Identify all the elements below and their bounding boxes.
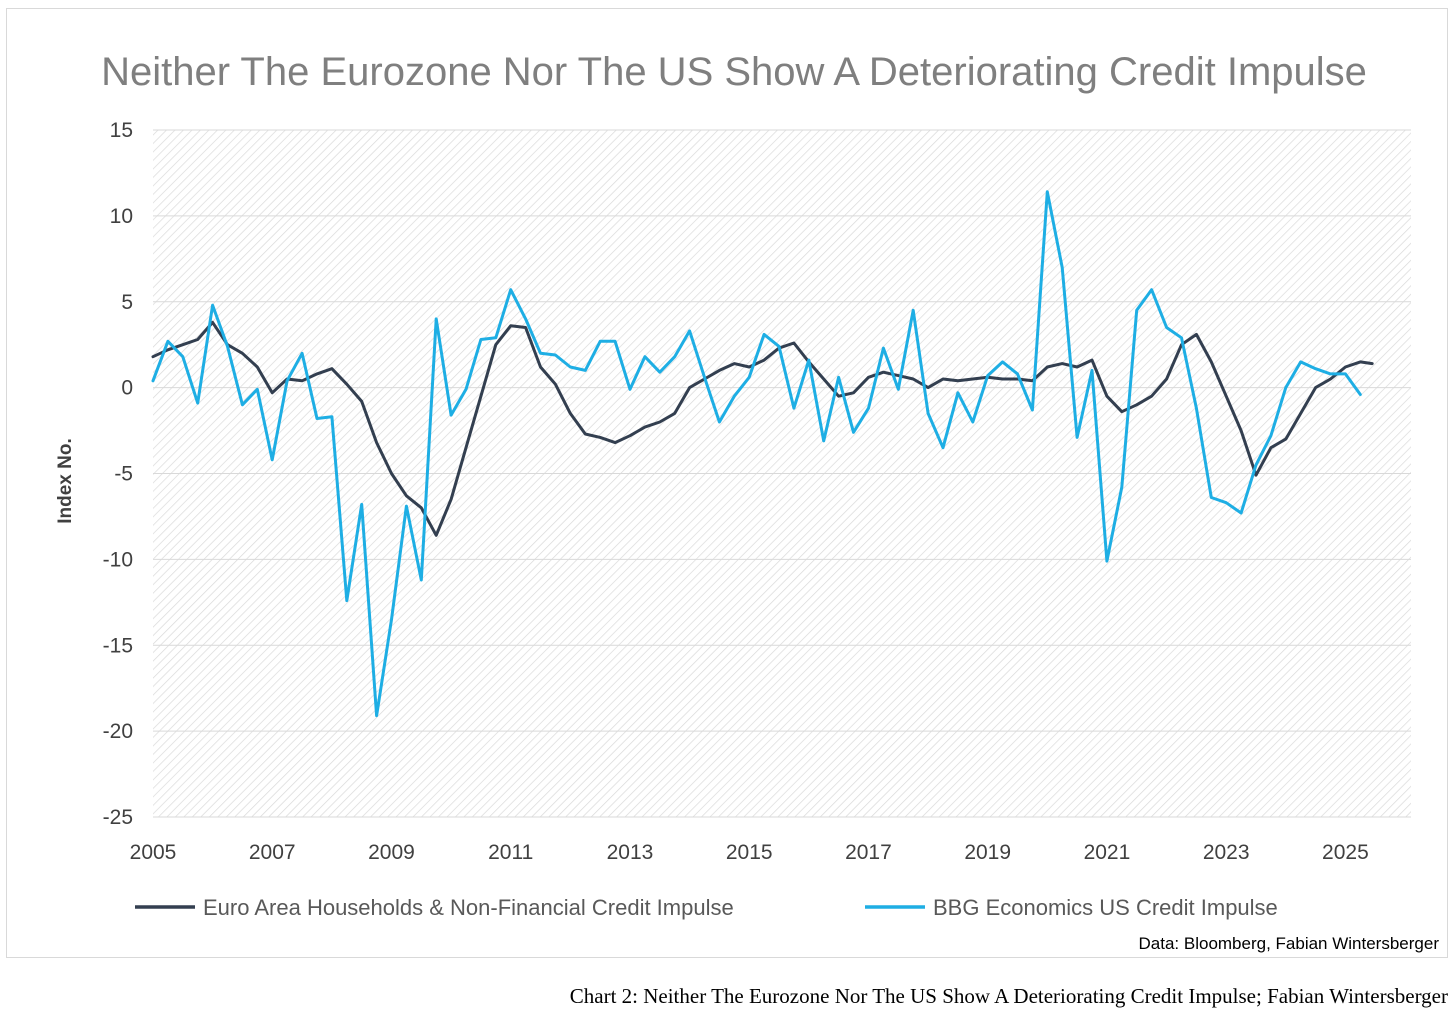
legend: Euro Area Households & Non-Financial Cre…	[135, 895, 1278, 920]
figure-caption: Chart 2: Neither The Eurozone Nor The US…	[569, 984, 1448, 1008]
y-tick-label: -25	[103, 806, 133, 829]
x-tick-label: 2013	[607, 841, 654, 864]
y-tick-label: 5	[121, 291, 133, 314]
y-tick-label: -20	[103, 720, 133, 743]
legend-label: BBG Economics US Credit Impulse	[933, 895, 1278, 920]
x-tick-label: 2025	[1322, 841, 1369, 864]
y-tick-label: 0	[121, 377, 133, 400]
x-tick-label: 2021	[1084, 841, 1131, 864]
x-tick-label: 2019	[964, 841, 1011, 864]
y-axis-label: Index No.	[55, 438, 76, 524]
y-tick-label: 15	[110, 119, 133, 142]
chart-frame: Neither The Eurozone Nor The US Show A D…	[6, 8, 1448, 958]
chart-title: Neither The Eurozone Nor The US Show A D…	[101, 50, 1367, 94]
x-tick-label: 2017	[845, 841, 892, 864]
x-tick-label: 2009	[368, 841, 415, 864]
x-tick-labels: 2005 2007 2009 2011 2013 2015 2017 2019 2021 2023…	[130, 841, 1369, 864]
x-tick-label: 2007	[249, 841, 296, 864]
y-tick-label: -5	[114, 463, 133, 486]
grid-lines	[153, 129, 1411, 818]
y-tick-labels: 15 10 5 0 -5 -10 -15 -20 -25	[103, 119, 133, 829]
source-note: Data: Bloomberg, Fabian Wintersberger	[1139, 934, 1440, 953]
series-line-euro-area	[151, 320, 1374, 537]
x-tick-label: 2015	[726, 841, 773, 864]
chart-svg: Neither The Eurozone Nor The US Show A D…	[55, 50, 1440, 953]
legend-label: Euro Area Households & Non-Financial Cre…	[203, 895, 734, 920]
series-lines	[151, 190, 1374, 718]
y-tick-label: -15	[103, 634, 133, 657]
x-tick-label: 2005	[130, 841, 177, 864]
series-line-us	[151, 190, 1362, 718]
y-tick-label: -10	[103, 548, 133, 571]
x-tick-label: 2011	[488, 841, 533, 864]
x-tick-label: 2023	[1203, 841, 1250, 864]
y-tick-label: 10	[110, 205, 133, 228]
